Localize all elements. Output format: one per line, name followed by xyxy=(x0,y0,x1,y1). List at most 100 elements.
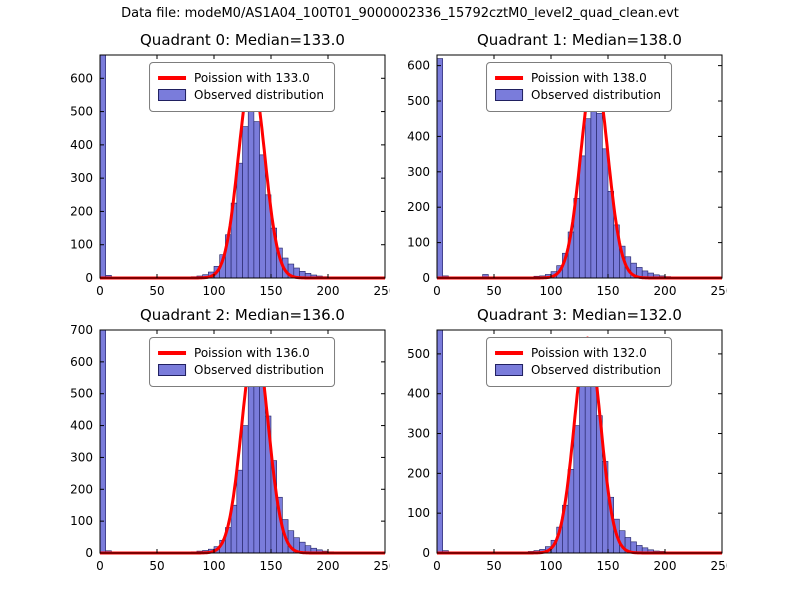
poisson-line-swatch xyxy=(495,76,524,80)
observed-patch-swatch xyxy=(158,364,187,376)
figure-title: Data file: modeM0/AS1A04_100T01_90000023… xyxy=(121,6,679,21)
x-tick-label: 150 xyxy=(597,559,620,573)
x-tick-label: 100 xyxy=(540,559,563,573)
x-tick-label: 50 xyxy=(149,284,164,298)
y-tick-label: 0 xyxy=(422,271,430,285)
histogram-bar xyxy=(253,121,260,279)
y-tick-label: 100 xyxy=(70,514,93,528)
observed-patch-swatch xyxy=(495,89,524,101)
legend-quadrant-1: Poission with 138.0 Observed distributio… xyxy=(486,62,672,112)
y-tick-label: 200 xyxy=(70,482,93,496)
observed-patch-swatch xyxy=(158,89,187,101)
y-tick-label: 500 xyxy=(70,387,93,401)
histogram-bar xyxy=(242,126,249,279)
histogram-bar xyxy=(590,100,597,279)
plot-area-quadrant-1: 0 50 100 150 200 250 0 100 200 300 400 500 600 xyxy=(407,54,727,298)
y-tick-label: 300 xyxy=(407,427,430,441)
histogram-bar xyxy=(602,148,609,279)
subplot-title-quadrant-0: Quadrant 0: Median=133.0 xyxy=(140,31,345,49)
histogram-bar xyxy=(99,329,106,554)
histogram-bar xyxy=(436,58,443,279)
legend-label-poisson: Poission with 132.0 xyxy=(531,346,647,360)
observed-patch-swatch xyxy=(495,364,524,376)
x-tick-label: 0 xyxy=(433,284,441,298)
x-tick-label: 200 xyxy=(317,284,340,298)
subplot-quadrant-1: Quadrant 1: Median=138.0 0 50 100 150 200 25 0… xyxy=(382,30,727,305)
y-tick-label: 500 xyxy=(407,347,430,361)
legend-row-poisson: Poission with 136.0 xyxy=(158,346,324,360)
x-tick-label: 150 xyxy=(260,559,283,573)
x-tick-label: 50 xyxy=(486,559,501,573)
x-tick-label: 50 xyxy=(149,559,164,573)
y-tick-label: 400 xyxy=(70,419,93,433)
x-tick-label: 0 xyxy=(96,559,104,573)
y-tick-label: 300 xyxy=(407,165,430,179)
histogram-bar xyxy=(579,383,586,554)
legend-row-poisson: Poission with 133.0 xyxy=(158,71,324,85)
y-tick-label: 500 xyxy=(70,105,93,119)
histogram-bar xyxy=(259,154,266,279)
x-tick-label: 150 xyxy=(597,284,620,298)
y-tick-label: 0 xyxy=(85,546,93,560)
legend-label-poisson: Poission with 138.0 xyxy=(531,71,647,85)
x-tick-label: 0 xyxy=(433,559,441,573)
legend-quadrant-2: Poission with 136.0 Observed distributio… xyxy=(149,337,335,387)
x-tick-label: 50 xyxy=(486,284,501,298)
x-tick-label: 100 xyxy=(203,559,226,573)
subplot-quadrant-2: Quadrant 2: Median=136.0 0 50 100 150 200 25 0… xyxy=(45,305,390,580)
y-tick-label: 200 xyxy=(70,204,93,218)
legend-row-observed: Observed distribution xyxy=(158,363,324,377)
y-tick-label: 100 xyxy=(70,238,93,252)
y-tick-label: 0 xyxy=(85,271,93,285)
poisson-line-swatch xyxy=(495,351,524,355)
histogram-bar xyxy=(579,155,586,279)
histogram-bar xyxy=(253,361,260,554)
histogram-bar xyxy=(236,469,243,554)
subplot-quadrant-3: Quadrant 3: Median=132.0 0 50 100 150 200 25 0… xyxy=(382,305,727,580)
legend-row-poisson: Poission with 138.0 xyxy=(495,71,661,85)
x-tick-label: 200 xyxy=(654,559,677,573)
y-tick-label: 600 xyxy=(407,59,430,73)
histogram-bar xyxy=(573,425,580,554)
y-tick-label: 700 xyxy=(70,325,93,337)
plot-area-quadrant-3: 0 50 100 150 200 250 0 100 200 300 400 500 xyxy=(407,329,727,573)
y-tick-label: 400 xyxy=(407,387,430,401)
y-tick-label: 200 xyxy=(407,200,430,214)
axes-frame xyxy=(99,54,386,279)
histogram-bar xyxy=(247,109,255,279)
y-tick-label: 500 xyxy=(407,94,430,108)
poisson-line-swatch xyxy=(158,351,187,355)
y-tick-label: 0 xyxy=(422,546,430,560)
y-tick-label: 300 xyxy=(70,450,93,464)
axes-frame xyxy=(436,329,723,554)
subplot-title-quadrant-2: Quadrant 2: Median=136.0 xyxy=(140,306,345,324)
poisson-line-swatch xyxy=(158,76,187,80)
x-tick-label: 200 xyxy=(317,559,340,573)
x-tick-label: 200 xyxy=(654,284,677,298)
legend-label-observed: Observed distribution xyxy=(194,88,324,102)
legend-row-observed: Observed distribution xyxy=(158,88,324,102)
legend-quadrant-0: Poission with 133.0 Observed distributio… xyxy=(149,62,335,112)
legend-row-observed: Observed distribution xyxy=(495,363,661,377)
x-tick-label: 250 xyxy=(711,284,727,298)
x-tick-label: 100 xyxy=(203,284,226,298)
histogram-bar xyxy=(436,329,443,554)
x-tick-label: 250 xyxy=(374,284,390,298)
legend-label-observed: Observed distribution xyxy=(531,363,661,377)
subplot-title-quadrant-1: Quadrant 1: Median=138.0 xyxy=(477,31,682,49)
subplot-quadrant-0: Quadrant 0: Median=133.0 0 50 100 150 200 25 0… xyxy=(45,30,390,305)
legend-row-poisson: Poission with 132.0 xyxy=(495,346,661,360)
y-tick-label: 300 xyxy=(70,171,93,185)
legend-label-poisson: Poission with 133.0 xyxy=(194,71,310,85)
histogram-bar xyxy=(596,113,603,279)
x-tick-label: 250 xyxy=(711,559,727,573)
y-tick-label: 400 xyxy=(70,138,93,152)
x-tick-label: 100 xyxy=(540,284,563,298)
histogram-bar xyxy=(590,379,597,554)
y-tick-label: 600 xyxy=(70,355,93,369)
y-tick-label: 400 xyxy=(407,129,430,143)
legend-label-observed: Observed distribution xyxy=(531,88,661,102)
histogram-bar xyxy=(247,380,255,554)
subplot-title-quadrant-3: Quadrant 3: Median=132.0 xyxy=(477,306,682,324)
legend-row-observed: Observed distribution xyxy=(495,88,661,102)
